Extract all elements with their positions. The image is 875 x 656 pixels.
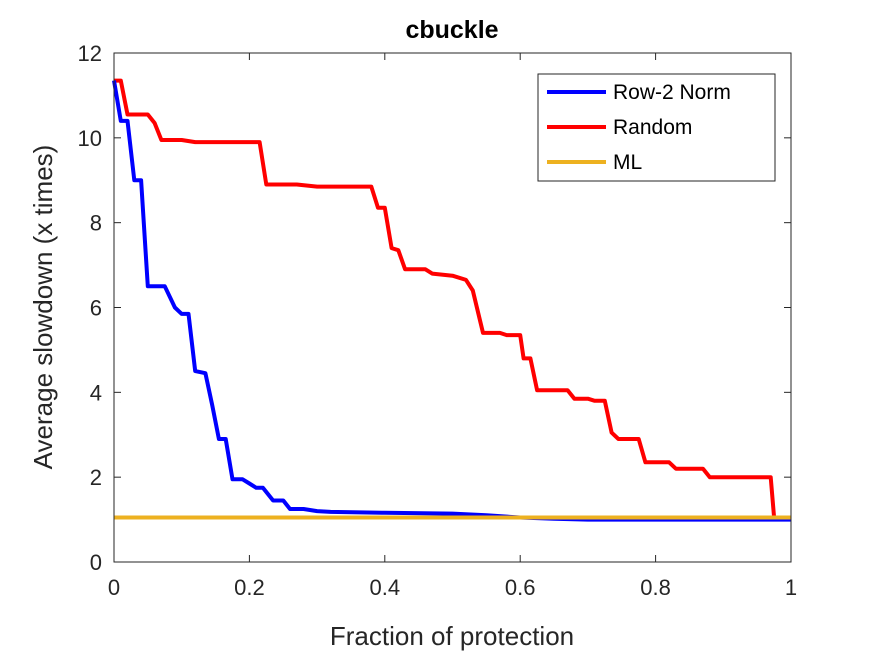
series-line-random xyxy=(114,78,791,520)
y-tick-label: 2 xyxy=(90,465,102,490)
x-tick-label: 0.2 xyxy=(234,575,265,600)
y-tick-label: 0 xyxy=(90,550,102,575)
y-tick-label: 8 xyxy=(90,211,102,236)
series-line-row-2-norm xyxy=(112,80,791,522)
y-tick-label: 4 xyxy=(90,380,102,405)
y-tick-label: 10 xyxy=(78,126,102,151)
legend: Row-2 Norm Random ML xyxy=(537,73,776,182)
series-layer xyxy=(112,78,791,522)
x-tick-label: 0.8 xyxy=(640,575,671,600)
legend-label: Random xyxy=(613,116,692,139)
x-axis-label: Fraction of protection xyxy=(330,621,574,651)
x-tick-label: 0.6 xyxy=(505,575,536,600)
legend-label: ML xyxy=(613,151,642,174)
x-tick-label: 1 xyxy=(785,575,797,600)
y-tick-label: 12 xyxy=(78,41,102,66)
x-tick-label: 0.4 xyxy=(370,575,401,600)
x-tick-label: 0 xyxy=(108,575,120,600)
chart-title: cbuckle xyxy=(405,16,498,44)
legend-label: Row-2 Norm xyxy=(613,81,731,104)
y-axis-label: Average slowdown (x times) xyxy=(28,145,58,470)
y-tick-label: 6 xyxy=(90,296,102,321)
